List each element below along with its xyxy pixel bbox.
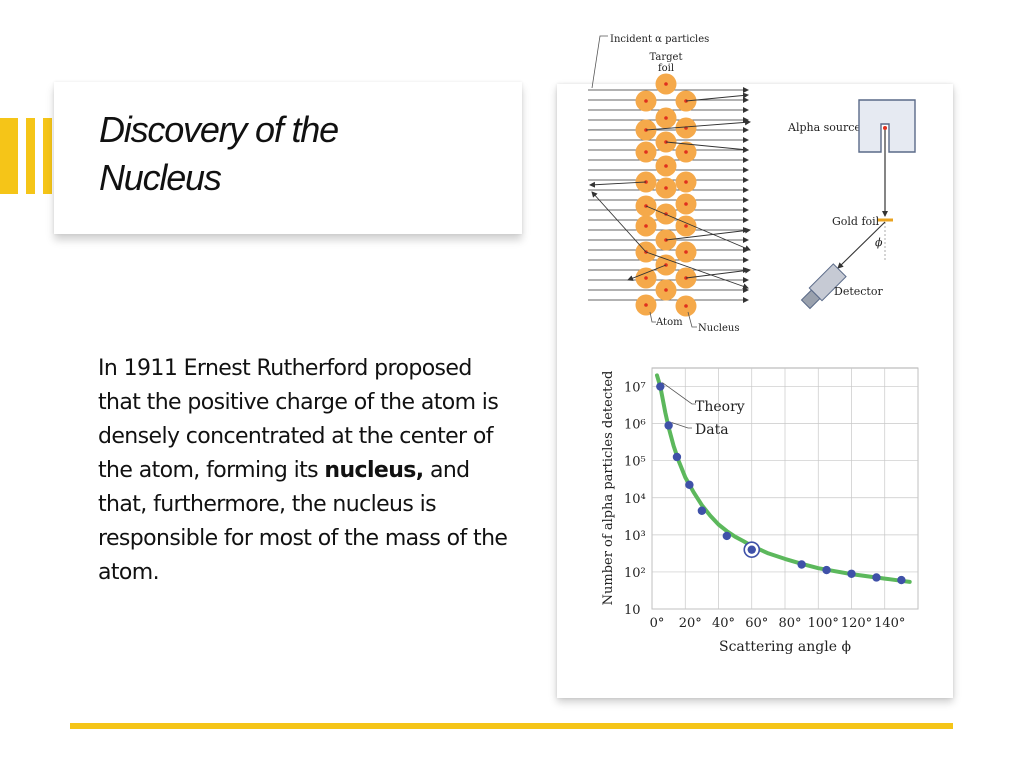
deflected-path [589,181,647,188]
atom-label: Atom [655,317,683,328]
y-tick-label: 10⁵ [624,455,646,470]
nucleus-dot [644,99,648,103]
legend-leader-data [671,422,692,429]
alpha-source-label: Alpha source [787,121,861,134]
data-point [897,575,906,585]
chart-y-axis-label: Number of alpha particles detected [601,371,616,606]
data-point [847,569,856,578]
bottom-accent-line [70,723,953,729]
alpha-source-housing [858,99,916,153]
data-point [872,573,881,582]
x-tick-label: 20° [679,616,702,631]
legend-label-theory: Theory [695,399,745,415]
nucleus-dot [684,304,688,308]
deflected-path [645,119,751,131]
target-label-line-1: Target [650,52,683,63]
data-point [797,560,806,569]
nucleus-dot [664,82,668,86]
scatter-angle-symbol: ϕ [875,236,883,249]
nucleus-dot [644,276,648,280]
nucleus-dot [664,164,668,168]
nucleus-dot [684,180,688,184]
foil-atoms [635,73,697,317]
nucleus-dot [664,288,668,292]
y-tick-label: 10³ [624,529,646,544]
gold-foil-label: Gold foil [832,215,880,228]
x-tick-label: 0° [650,616,665,631]
experiment-setup-diagram: Alpha source Gold foil ϕ Detector [787,99,916,310]
nucleus-dot [684,250,688,254]
body-text-intro: In 1911 Ernest Rutherford proposed that … [98,356,499,483]
alpha-source-dot [883,126,887,130]
nucleus-dot [684,202,688,206]
x-tick-label: 60° [745,616,768,631]
data-point [722,531,732,541]
atom-label-leader [649,311,656,323]
data-point [656,382,665,391]
nucleus-dot [644,150,648,154]
data-point [747,545,756,554]
chart-x-axis-label: Scattering angle ϕ [719,639,851,655]
data-points [656,382,906,585]
chart-legend: Theory Data [662,382,745,438]
nucleus-dot [684,224,688,228]
nucleus-dot [684,150,688,154]
legend-label-data: Data [695,422,729,438]
chart-grid [651,368,919,610]
accent-bar-3 [43,118,52,194]
y-tick-label: 10 [624,603,641,618]
data-point [697,506,707,515]
deflected-path [645,251,749,290]
deflected-path [627,264,667,281]
data-point [822,565,831,575]
detector-label: Detector [834,285,883,298]
slide-title-line-2: Nucleus [99,157,222,198]
y-tick-label: 10⁴ [624,492,646,507]
deflected-path [685,92,749,102]
data-point [664,421,673,430]
y-tick-label: 10⁶ [624,418,646,433]
accent-bar-1 [0,118,18,194]
nucleus-label: Nucleus [698,323,739,334]
accent-bar-2 [26,118,35,194]
data-point [685,480,694,489]
target-label-line-2: foil [658,63,674,74]
slide-title: Discovery of the Nucleus [99,106,339,202]
incident-label: Incident α particles [610,34,709,45]
scattered-beam [837,221,886,269]
y-tick-label: 10² [624,566,646,581]
x-tick-label: 100° [808,616,839,631]
x-tick-label: 80° [778,616,801,631]
x-tick-label: 120° [841,616,872,631]
chart-x-ticks: 0° 20° 40° 60° 80° 100° 120° 140° [650,616,906,631]
nucleus-dot [664,116,668,120]
nucleus-dot [664,186,668,190]
nucleus-dot [644,224,648,228]
deflected-path [665,141,749,153]
incident-label-leader [591,35,608,89]
deflected-particle-paths [589,92,751,290]
body-paragraph: In 1911 Ernest Rutherford proposed that … [98,352,508,590]
slide-title-line-1: Discovery of the [99,109,339,150]
body-text-rest: and that, furthermore, the nucleus is re… [98,458,508,585]
x-tick-label: 40° [712,616,735,631]
y-tick-label: 10⁷ [624,381,646,396]
detector-icon [800,263,847,310]
body-text-emphasis: nucleus, [324,458,424,483]
deflected-path [591,191,647,253]
x-tick-label: 140° [874,616,905,631]
data-point [672,452,682,462]
nucleus-dot [644,303,648,307]
title-card: Discovery of the Nucleus [54,82,522,234]
gold-foil-scattering-diagram: Incident α particles Target foil Atom Nu… [588,34,751,334]
deflected-path [645,205,751,251]
legend-leader-theory [662,382,696,405]
deflected-path [665,227,751,241]
nucleus-label-leader [687,311,697,328]
deflected-path [685,267,751,279]
chart-y-ticks: 10 10² 10³ 10⁴ 10⁵ 10⁶ 10⁷ [624,381,646,618]
